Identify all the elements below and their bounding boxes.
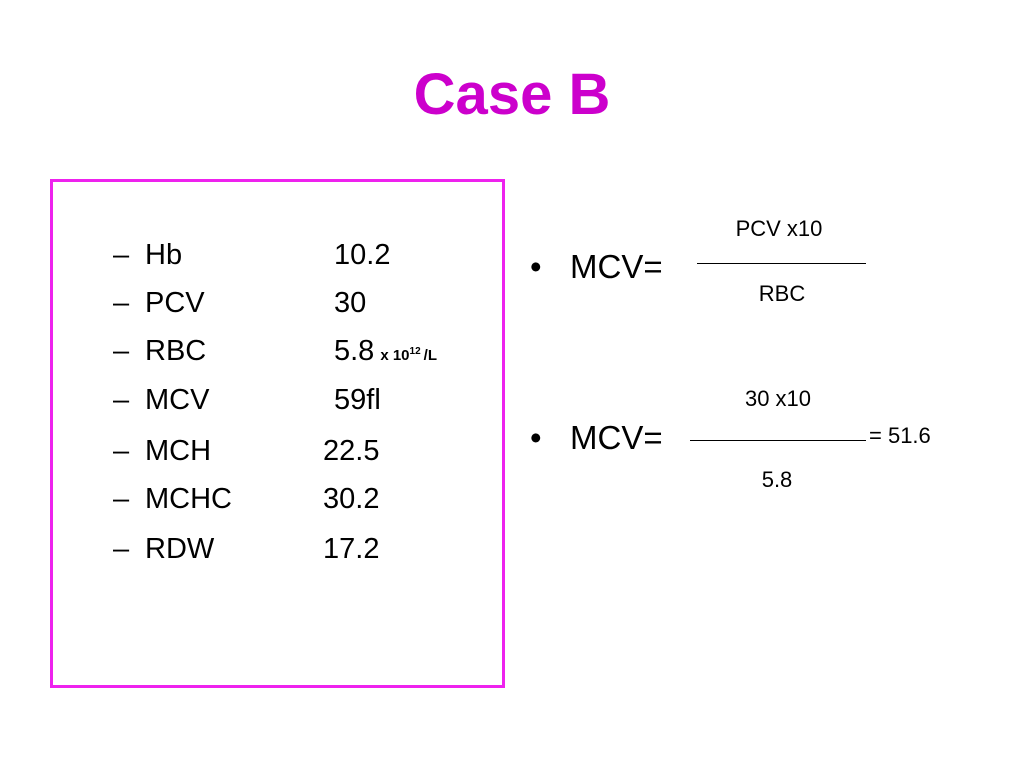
numerator: PCV x10	[735, 216, 823, 241]
formula-lhs: MCV=	[570, 419, 663, 456]
item-label: PCV	[145, 287, 205, 319]
list-marker: –	[113, 287, 130, 319]
unit-text: x 10	[380, 347, 410, 364]
item-label: MCV	[145, 384, 210, 416]
data-box	[50, 179, 505, 688]
slide-title: Case B	[413, 62, 611, 127]
fraction-line	[697, 263, 866, 264]
value-text: 30	[334, 287, 367, 319]
result: = 51.6	[869, 423, 931, 448]
bullet: •	[530, 248, 542, 285]
item-value: 59fl	[334, 386, 381, 415]
list-marker: –	[113, 384, 130, 416]
item-value: 17.2	[323, 535, 379, 564]
list-marker: –	[113, 483, 130, 515]
list-marker: –	[113, 533, 130, 565]
bullet: •	[530, 419, 542, 456]
item-value: 30.2	[323, 485, 379, 514]
item-label: RDW	[145, 533, 215, 565]
unit-suffix: /L	[423, 347, 437, 364]
list-marker: –	[113, 239, 130, 271]
item-value: 22.5	[323, 437, 379, 466]
value-text: 22.5	[323, 435, 380, 467]
unit-exponent: 12	[409, 346, 421, 357]
formula-lhs: MCV=	[570, 248, 663, 285]
value-text: 10.2	[334, 239, 391, 271]
unit: x 1012/L	[380, 347, 437, 364]
item-value: 30	[334, 289, 366, 318]
fraction-line	[690, 440, 866, 441]
list-marker: –	[113, 335, 130, 367]
list-marker: –	[113, 435, 130, 467]
numerator: 30 x10	[744, 386, 812, 411]
item-value: 5.8 x 1012/L	[334, 337, 437, 366]
item-label: RBC	[145, 335, 207, 367]
item-label: MCH	[145, 435, 212, 467]
value-text: 5.8	[334, 335, 375, 367]
denominator: RBC	[758, 281, 806, 306]
denominator: 5.8	[761, 467, 793, 492]
item-label: MCHC	[145, 483, 232, 515]
value-text: 30.2	[323, 483, 380, 515]
item-label: Hb	[145, 239, 183, 271]
item-value: 10.2	[334, 241, 390, 270]
value-text: 17.2	[323, 533, 380, 565]
value-text: 59fl	[334, 384, 381, 416]
